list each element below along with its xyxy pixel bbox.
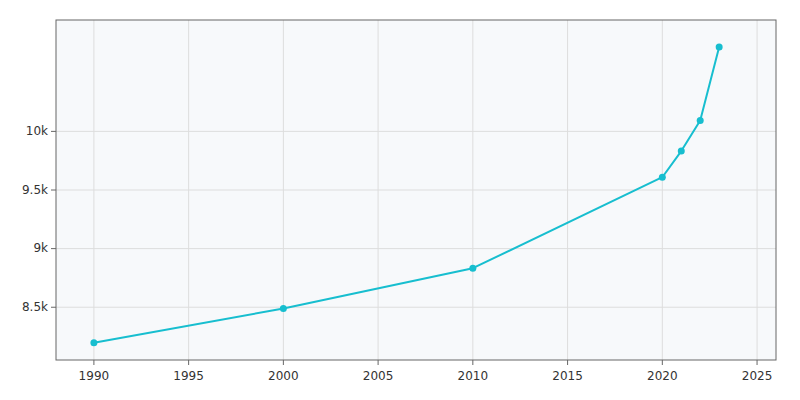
marker <box>659 174 666 181</box>
marker <box>469 265 476 272</box>
y-grid-line <box>56 307 776 308</box>
x-tick-label: 1995 <box>173 369 204 383</box>
marker <box>697 117 704 124</box>
y-tick-label: 10k <box>26 124 48 138</box>
x-tick-label: 1990 <box>79 369 110 383</box>
marker <box>716 43 723 50</box>
y-tick-label: 8.5k <box>22 300 48 314</box>
y-tick <box>51 307 56 308</box>
x-grid-line <box>757 20 758 360</box>
x-tick <box>472 360 473 365</box>
x-tick <box>567 360 568 365</box>
chart-container: 8.5k 9k 9.5k 10k 1990 1995 2000 2005 2010 2015 202… <box>0 0 800 400</box>
x-tick <box>757 360 758 365</box>
plot-background <box>56 20 776 360</box>
x-tick-label: 2010 <box>458 369 489 383</box>
x-tick-label: 2015 <box>552 369 583 383</box>
x-tick-label: 2025 <box>742 369 773 383</box>
y-tick <box>51 248 56 249</box>
y-tick-label: 9.5k <box>22 183 48 197</box>
marker <box>90 339 97 346</box>
line <box>94 47 719 343</box>
x-tick <box>188 360 189 365</box>
x-tick-label: 2020 <box>647 369 678 383</box>
x-tick-label: 2005 <box>363 369 394 383</box>
y-grid-line <box>56 131 776 132</box>
x-grid-line <box>188 20 189 360</box>
x-grid-line <box>472 20 473 360</box>
marker <box>678 148 685 155</box>
x-tick <box>283 360 284 365</box>
x-grid-line <box>662 20 663 360</box>
chart-svg: 8.5k 9k 9.5k 10k 1990 1995 2000 2005 2010 2015 202… <box>0 0 800 400</box>
x-grid-line <box>567 20 568 360</box>
y-grid-line <box>56 248 776 249</box>
marker <box>280 305 287 312</box>
x-tick <box>662 360 663 365</box>
grid <box>56 20 776 360</box>
x-tick <box>93 360 94 365</box>
x-grid-line <box>93 20 94 360</box>
x-grid-line <box>378 20 379 360</box>
x-tick-label: 2000 <box>268 369 299 383</box>
series <box>90 43 722 346</box>
y-tick <box>51 131 56 132</box>
plot-frame <box>56 20 776 360</box>
axes: 8.5k 9k 9.5k 10k 1990 1995 2000 2005 2010 2015 202… <box>22 20 776 383</box>
y-tick <box>51 190 56 191</box>
x-tick <box>378 360 379 365</box>
y-grid-line <box>56 190 776 191</box>
y-tick-label: 9k <box>33 241 48 255</box>
